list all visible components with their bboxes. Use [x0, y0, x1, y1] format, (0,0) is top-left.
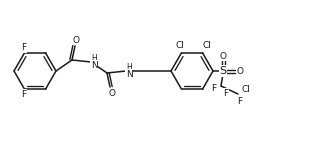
Text: F: F: [21, 43, 26, 52]
Text: S: S: [219, 66, 227, 76]
Text: H: H: [126, 62, 132, 72]
Text: Cl: Cl: [202, 41, 211, 50]
Text: N: N: [126, 69, 133, 79]
Text: Cl: Cl: [175, 41, 184, 50]
Text: O: O: [73, 36, 79, 44]
Text: F: F: [224, 88, 229, 98]
Text: H: H: [91, 54, 97, 62]
Text: O: O: [219, 52, 226, 60]
Text: O: O: [236, 66, 243, 76]
Text: N: N: [91, 60, 97, 69]
Text: F: F: [237, 98, 242, 106]
Text: O: O: [109, 88, 116, 98]
Text: F: F: [211, 83, 217, 92]
Text: Cl: Cl: [241, 84, 251, 93]
Text: F: F: [21, 90, 26, 99]
